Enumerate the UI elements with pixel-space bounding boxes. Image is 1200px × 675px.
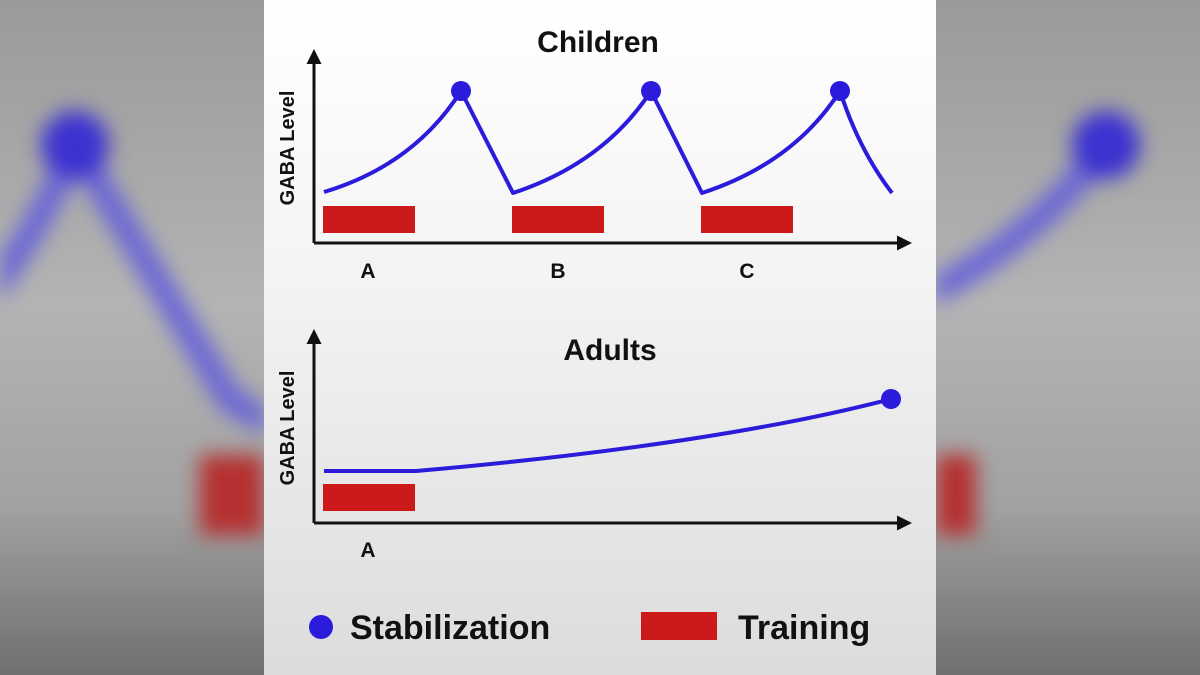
legend-training-icon [641, 612, 717, 640]
children-stabilization-point-2 [641, 81, 661, 101]
legend: Stabilization Training [309, 609, 870, 647]
adults-y-axis-label: GABA Level [277, 371, 299, 486]
children-x-label-b: B [550, 260, 565, 283]
legend-stabilization-icon [309, 615, 333, 639]
children-y-axis-label: GABA Level [277, 91, 299, 206]
children-training-bar-a [323, 206, 415, 233]
children-training-bar-b [512, 206, 604, 233]
blurred-background-left [0, 0, 264, 675]
children-training-bar-c [701, 206, 793, 233]
children-x-label-c: C [739, 260, 754, 283]
figure-panel: Children GABA Level A B C Adults GABA Le… [264, 0, 936, 675]
legend-stabilization-label: Stabilization [350, 609, 550, 647]
children-x-label-a: A [360, 260, 375, 283]
children-chart: Children GABA Level A B C [277, 26, 912, 283]
children-stabilization-point-1 [451, 81, 471, 101]
legend-training-label: Training [738, 609, 870, 647]
adults-chart: Adults GABA Level A [277, 329, 912, 562]
children-gaba-curve [323, 89, 894, 195]
blurred-background-right [936, 0, 1200, 675]
adults-x-label-a: A [360, 539, 375, 562]
adults-stabilization-point [881, 389, 901, 409]
adults-gaba-curve [324, 397, 892, 473]
children-title: Children [537, 26, 659, 59]
adults-training-bar-a [323, 484, 415, 511]
children-stabilization-point-3 [830, 81, 850, 101]
adults-title: Adults [563, 334, 656, 367]
